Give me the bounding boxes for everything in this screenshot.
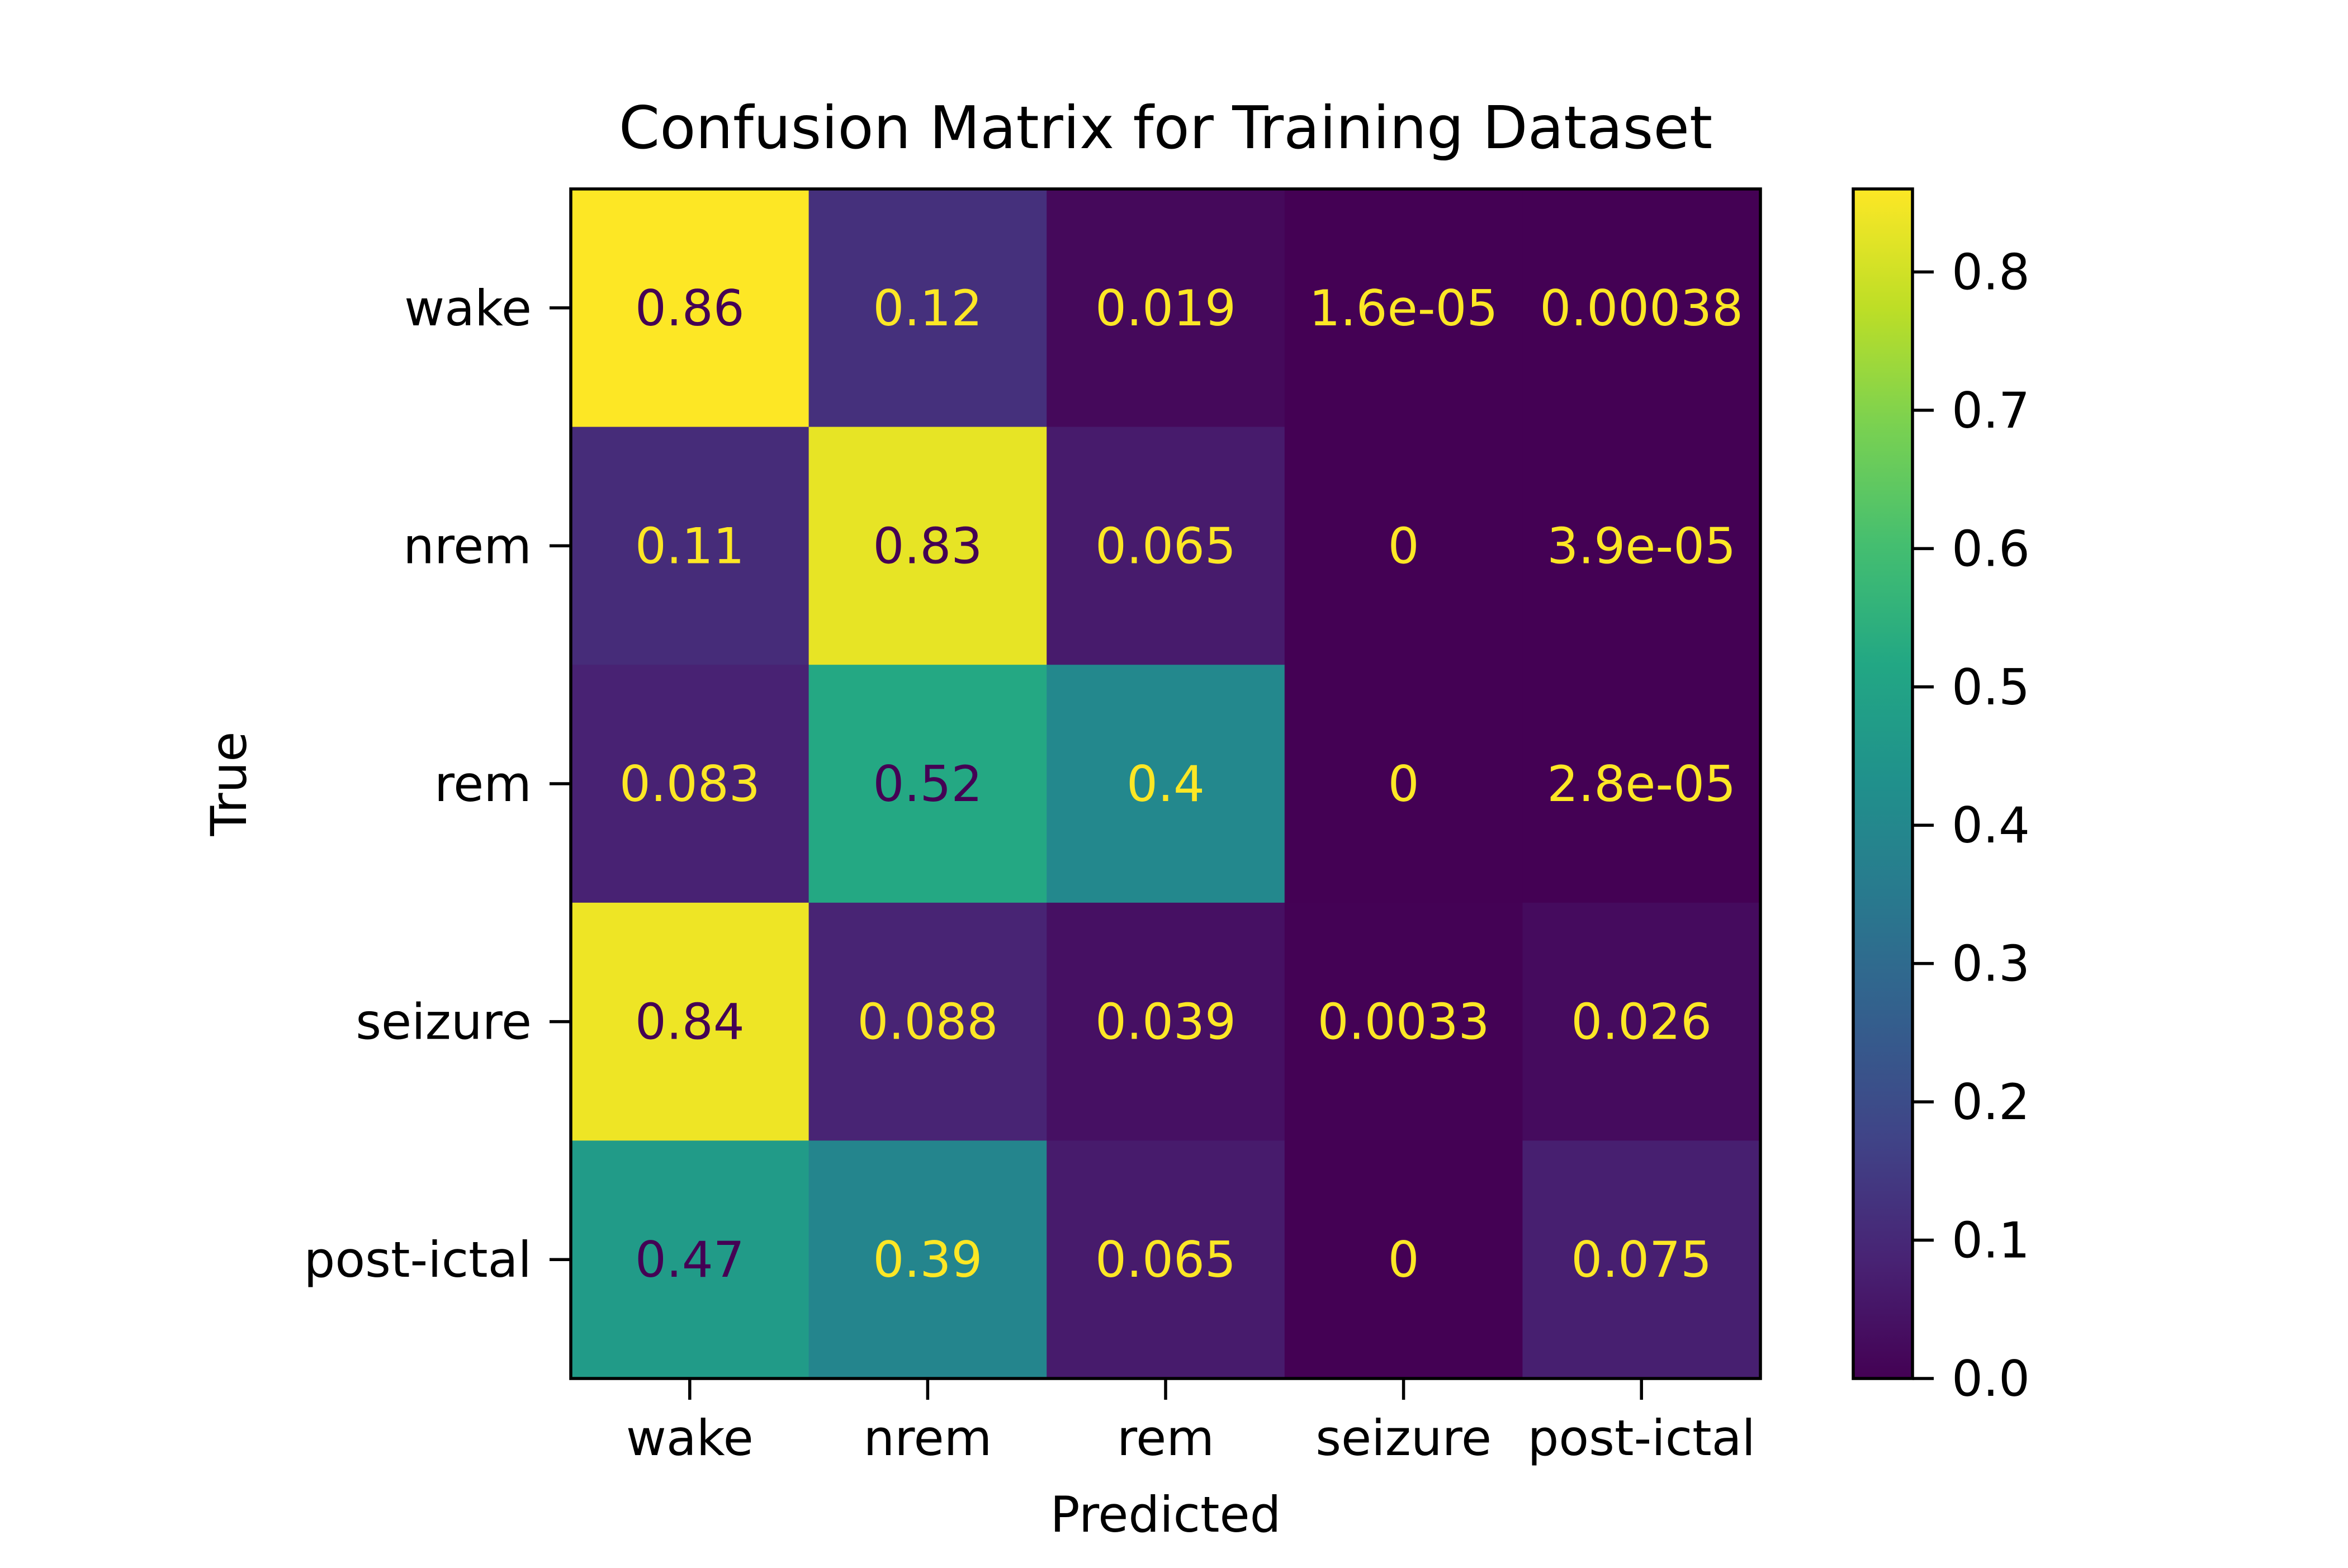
colorbar-frame <box>1852 187 1914 1380</box>
heatmap-cell <box>808 902 1047 1141</box>
heatmap-cell-label: 0.47 <box>635 1231 745 1288</box>
heatmap-cell-label: 0.11 <box>635 517 745 575</box>
heatmap-cell-label: 0 <box>1388 1231 1419 1288</box>
colorbar-tick-label: 0.4 <box>1952 797 2030 854</box>
heatmap-cell-label: 0 <box>1388 755 1419 813</box>
heatmap-cell <box>1284 902 1523 1141</box>
heatmap-cell <box>571 665 810 903</box>
heatmap-cell-label: 0.039 <box>1095 993 1236 1051</box>
heatmap-cell-label: 0.026 <box>1571 993 1712 1051</box>
heatmap-cells <box>571 189 1761 1379</box>
heatmap-cell-label: 0.39 <box>873 1231 982 1288</box>
x-tick-label: wake <box>626 1409 754 1467</box>
colorbar-tick-label: 0.3 <box>1952 935 2030 993</box>
heatmap-cell-label: 0 <box>1388 517 1419 575</box>
heatmap-cell-label: 0.52 <box>873 755 982 813</box>
y-axis-label: True <box>200 732 258 837</box>
x-tick-label: nrem <box>863 1409 992 1467</box>
heatmap-cell <box>1522 189 1761 428</box>
heatmap-cell-label: 3.9e-05 <box>1547 517 1736 575</box>
heatmap-cell <box>1047 902 1285 1141</box>
heatmap-cell-label: 2.8e-05 <box>1547 755 1736 813</box>
heatmap-cell <box>808 1140 1047 1379</box>
heatmap-cell <box>1284 189 1523 428</box>
colorbar-tick-label: 0.1 <box>1952 1212 2030 1269</box>
heatmap-cell-label: 0.075 <box>1571 1231 1712 1288</box>
y-tick-label: wake <box>404 280 532 337</box>
colorbar-gradient <box>1853 189 1913 1378</box>
heatmap-cell <box>1047 1140 1285 1379</box>
x-tick-label: post-ictal <box>1527 1409 1755 1467</box>
heatmap-cell <box>1284 1140 1523 1379</box>
heatmap-cell <box>1522 902 1761 1141</box>
heatmap-cell-label: 0.12 <box>873 280 982 337</box>
heatmap-cell <box>571 902 810 1141</box>
heatmap-cell <box>571 427 810 665</box>
heatmap-cell <box>1047 665 1285 903</box>
heatmap-cell-label: 0.86 <box>635 280 745 337</box>
heatmap-cell-label: 0.088 <box>857 993 998 1051</box>
heatmap-cell-labels: 0.86 0.12 0.019 1.6e-05 0.00038 0.11 0.83 0.065… <box>619 280 1743 1288</box>
y-tick-label: seizure <box>356 993 532 1051</box>
heatmap-cell <box>1522 427 1761 665</box>
heatmap-cell <box>808 665 1047 903</box>
chart-title: Confusion Matrix for Training Dataset <box>619 94 1712 162</box>
colorbar: 0.0 0.1 0.2 0.3 0.4 0.5 0.6 0.7 0.8 <box>1852 187 2030 1408</box>
heatmap-cell <box>1047 427 1285 665</box>
y-axis: wake nrem rem seizure post-ictal <box>304 280 571 1288</box>
heatmap-cell-label: 0.00038 <box>1540 280 1743 337</box>
heatmap-cell-label: 0.065 <box>1095 1231 1236 1288</box>
heatmap-cell <box>571 189 810 428</box>
heatmap-cell <box>1047 189 1285 428</box>
colorbar-tick-label: 0.8 <box>1952 243 2030 301</box>
heatmap-cell <box>571 1140 810 1379</box>
heatmap-cell <box>1284 427 1523 665</box>
heatmap-cell-label: 0.83 <box>873 517 982 575</box>
colorbar-tick-label: 0.2 <box>1952 1073 2030 1131</box>
x-tick-label: rem <box>1117 1409 1214 1467</box>
heatmap-cell <box>808 427 1047 665</box>
heatmap-cell-label: 0.065 <box>1095 517 1236 575</box>
colorbar-tick-label: 0.7 <box>1952 382 2030 439</box>
colorbar-tick-label: 0.6 <box>1952 520 2030 577</box>
x-axis: wake nrem rem seizure post-ictal <box>626 1378 1755 1467</box>
heatmap-cell <box>1522 1140 1761 1379</box>
heatmap-cell <box>1522 665 1761 903</box>
heatmap-cell-label: 0.4 <box>1126 755 1205 813</box>
y-tick-label: rem <box>434 755 532 813</box>
heatmap-cell-label: 0.019 <box>1095 280 1236 337</box>
heatmap-cell-label: 0.84 <box>635 993 745 1051</box>
heatmap-cell <box>1284 665 1523 903</box>
x-tick-label: seizure <box>1315 1409 1492 1467</box>
y-tick-label: nrem <box>403 517 532 575</box>
heatmap-cell-label: 1.6e-05 <box>1309 280 1498 337</box>
colorbar-tick-label: 0.5 <box>1952 659 2030 716</box>
heatmap-cell-label: 0.0033 <box>1318 993 1490 1051</box>
x-axis-label: Predicted <box>1050 1486 1281 1543</box>
y-tick-label: post-ictal <box>304 1231 532 1288</box>
heatmap-cell-label: 0.083 <box>619 755 760 813</box>
colorbar-tick-label: 0.0 <box>1952 1350 2030 1408</box>
heatmap-cell <box>808 189 1047 428</box>
